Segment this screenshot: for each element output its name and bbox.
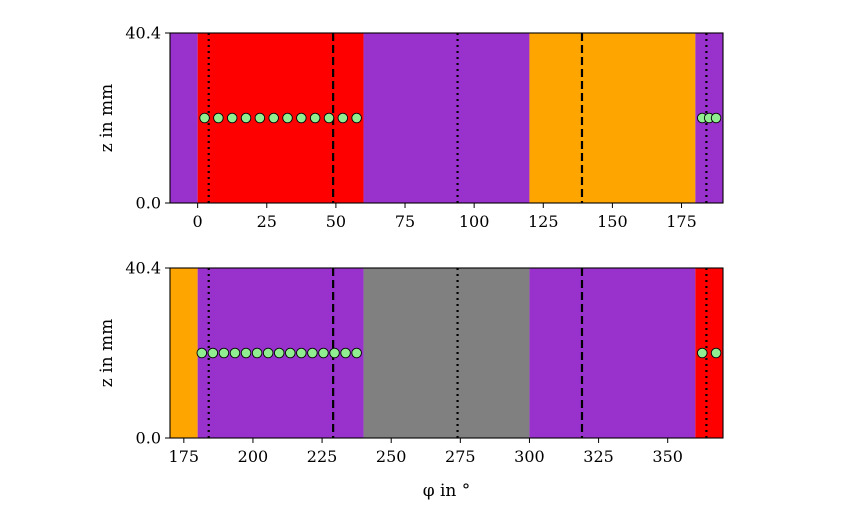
data-point [697,347,708,359]
data-point [710,112,722,124]
data-point [207,347,219,359]
x-tick-label: 25 [257,212,277,231]
x-tick-label: 0 [193,212,203,231]
data-point [307,347,318,359]
y-tick-label: 40.4 [125,259,161,278]
data-point [213,112,224,124]
data-point [351,347,362,359]
x-tick-label: 150 [597,212,628,231]
data-point [226,112,238,124]
data-point [309,112,321,124]
y-axis-label: z in mm [97,84,117,152]
y-axis-label: z in mm [97,319,117,387]
x-tick-label: 100 [459,212,490,231]
plot-frame [169,267,724,439]
data-point [229,347,241,359]
data-point [254,112,266,124]
plot-frame [169,32,724,204]
x-tick-label: 175 [666,212,697,231]
x-tick-label: 275 [445,447,476,466]
data-point [323,112,335,124]
y-tick-label: 0.0 [136,194,161,213]
data-point [251,347,263,359]
region-band [529,268,696,438]
data-point [351,112,362,124]
data-point [218,347,230,359]
data-point [329,347,340,359]
y-tick-label: 40.4 [125,24,161,43]
data-point [196,347,208,359]
region-band [363,268,530,438]
region-band [197,33,364,203]
x-tick-label: 125 [528,212,559,231]
data-point [710,347,722,359]
data-point [318,347,329,359]
x-tick-label: 225 [307,447,338,466]
x-tick-label: 250 [376,447,407,466]
region-band [529,33,696,203]
x-tick-label: 200 [238,447,269,466]
chart-panel-1: 0 25 50 75 100 125 150 175 0.0 40.4 z in mm [97,24,724,231]
region-band [170,268,198,438]
x-tick-label: 325 [583,447,614,466]
region-band [170,33,198,203]
chart-panel-2: 175 200 225 250 275 300 325 350 0.0 40.4 z in mm φ … [97,259,724,501]
x-tick-label: 300 [514,447,545,466]
y-tick-label: 0.0 [136,429,161,448]
data-point [199,112,210,124]
x-tick-label: 50 [326,212,346,231]
data-point [240,112,252,124]
x-tick-label: 175 [169,447,200,466]
data-point [282,112,293,124]
data-point [262,347,274,359]
data-point [340,347,351,359]
data-point [296,347,307,359]
x-tick-label: 75 [395,212,415,231]
x-tick-label: 350 [652,447,683,466]
data-point [285,347,296,359]
data-point [268,112,279,124]
data-point [273,347,285,359]
data-point [240,347,252,359]
data-point [337,112,349,124]
x-axis-label: φ in ° [423,481,471,501]
region-band [363,33,530,203]
data-point [296,112,307,124]
